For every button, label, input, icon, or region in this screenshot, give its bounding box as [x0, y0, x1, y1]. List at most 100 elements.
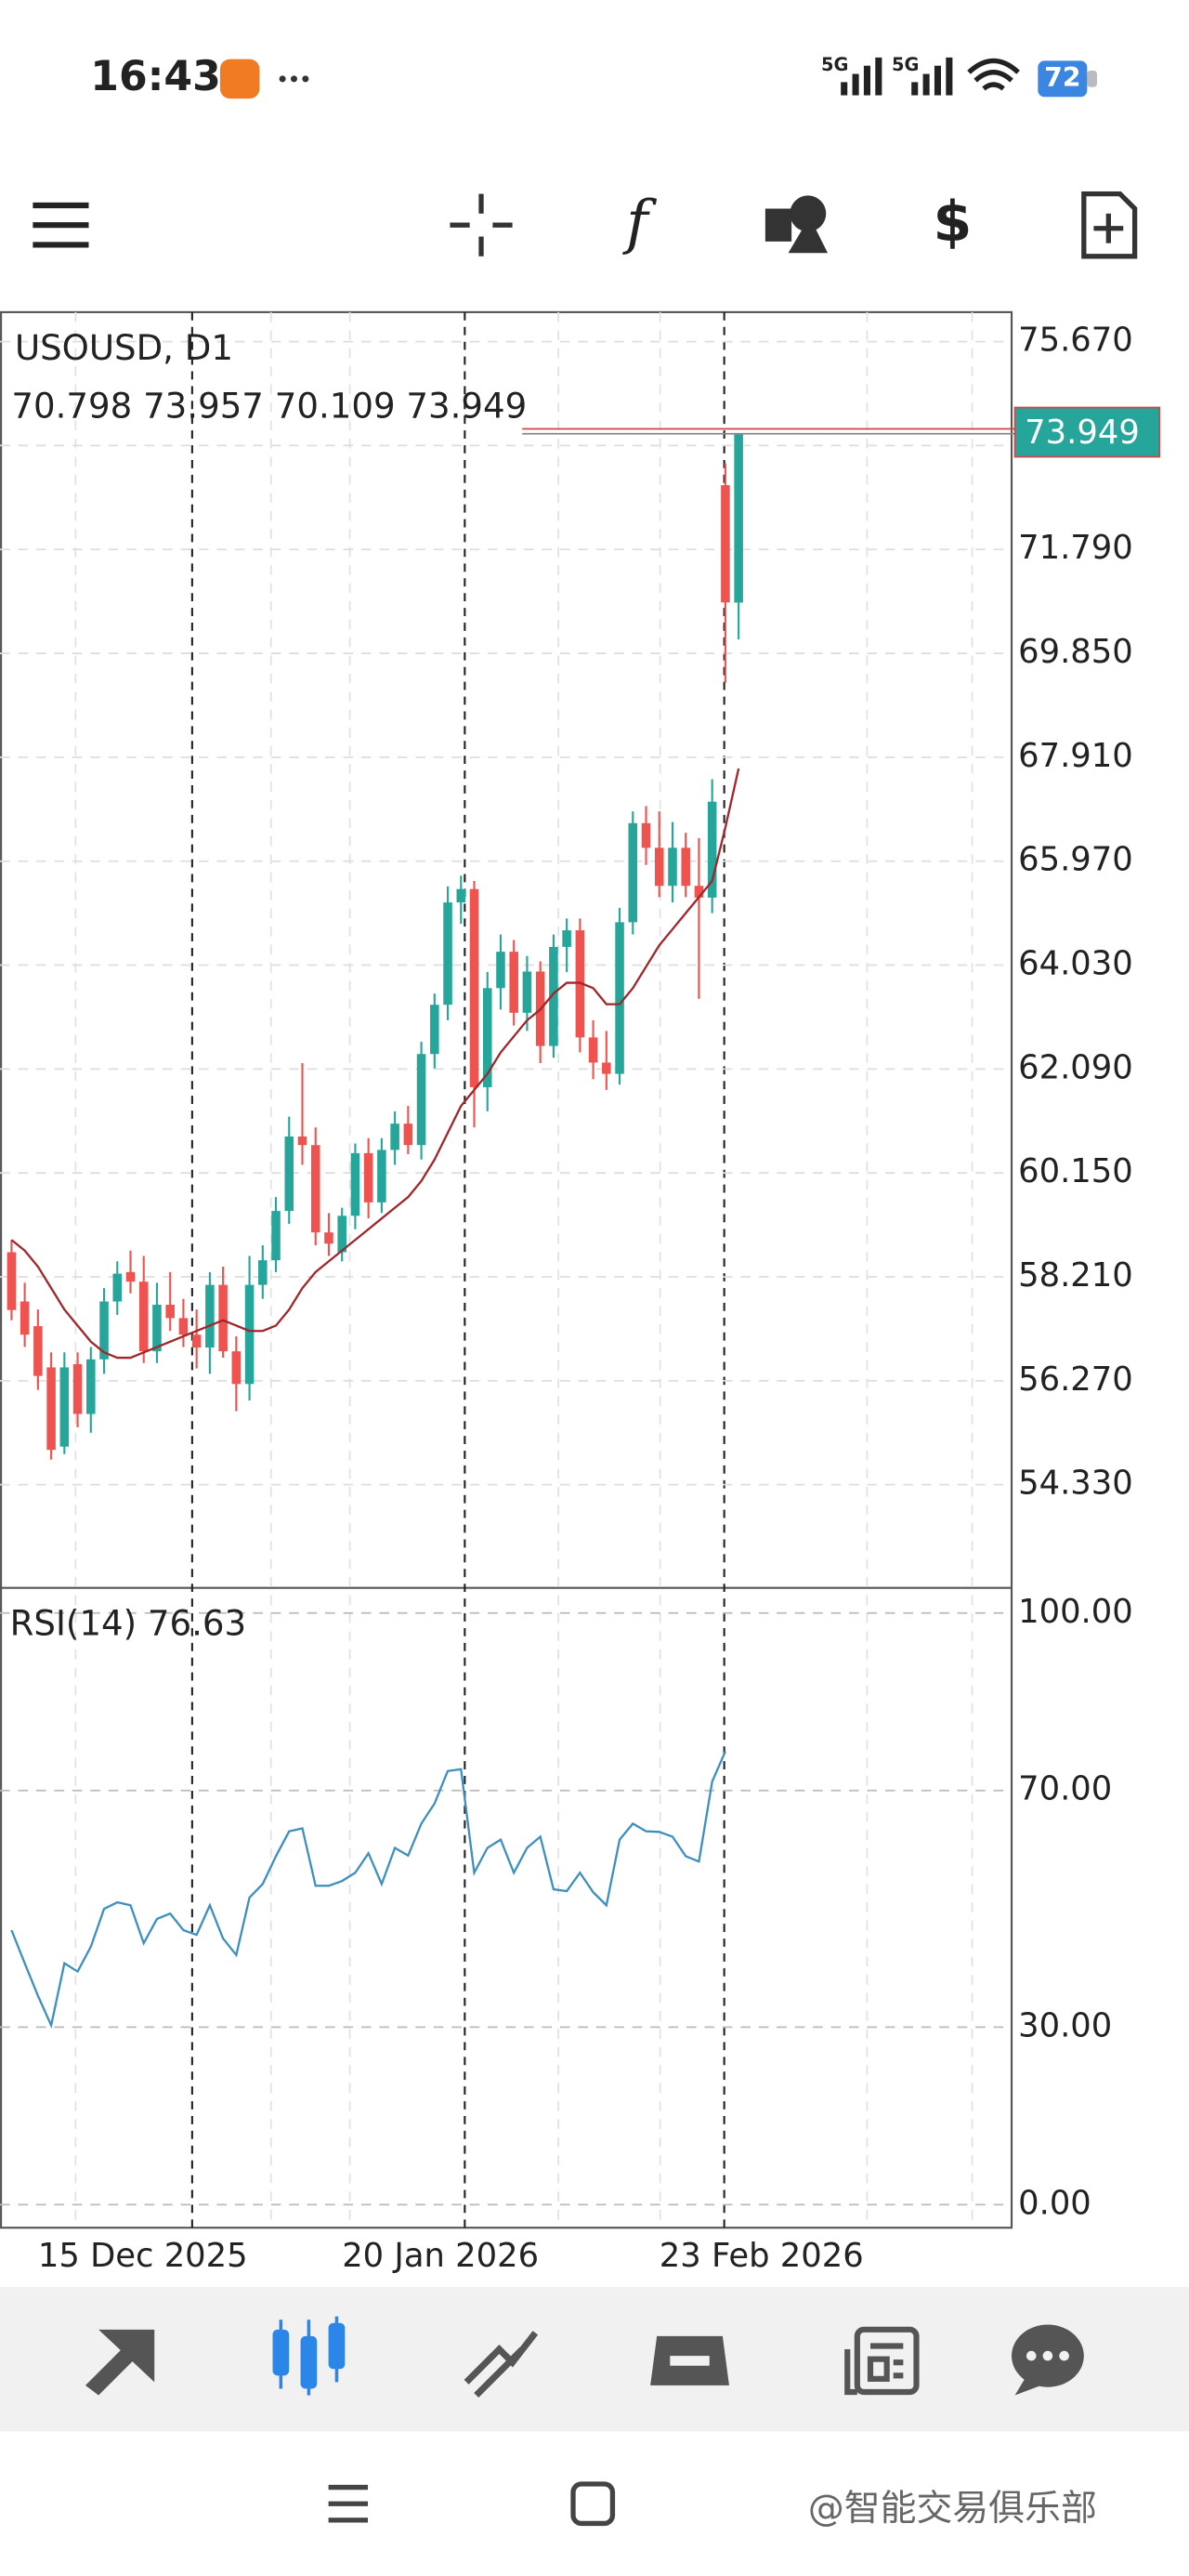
candle-body — [165, 1304, 175, 1319]
y-tick-label: 64.030 — [1018, 945, 1133, 983]
trade-tab[interactable] — [464, 2331, 539, 2399]
ohlc-high: 73.957 — [143, 386, 264, 426]
candle-body — [721, 485, 730, 603]
candle-body — [615, 922, 624, 1074]
vertical-grid — [74, 311, 973, 2228]
chat-tab[interactable] — [1012, 2324, 1084, 2396]
candle-body — [734, 433, 743, 603]
candle-body — [707, 801, 717, 898]
candle-body — [337, 1216, 346, 1253]
candle-body — [244, 1284, 255, 1385]
candle-body — [390, 1124, 399, 1150]
y-tick-label: 58.210 — [1018, 1256, 1133, 1295]
candle-body — [443, 902, 452, 1005]
dot — [290, 75, 298, 83]
signal — [911, 57, 953, 96]
candle-body — [602, 1062, 611, 1074]
y-tick-label: 56.270 — [1018, 1360, 1133, 1399]
candle-body — [416, 1054, 426, 1146]
y-tick-label: 69.850 — [1018, 633, 1133, 671]
candle-body — [482, 988, 492, 1087]
price-tag — [1013, 406, 1161, 458]
trade-button[interactable]: $ — [933, 190, 972, 255]
y-tick-label: 75.670 — [1018, 322, 1133, 360]
ohlc-low: 70.109 — [275, 386, 396, 426]
ohlc-header: 70.798 73.957 70.109 73.949 — [11, 386, 527, 426]
y-tick-label: 30.00 — [1018, 2006, 1112, 2044]
system-home[interactable] — [570, 2481, 616, 2527]
watermark: @智能交易俱乐部 — [808, 2488, 1097, 2530]
candle-body — [628, 822, 638, 923]
rsi-value: 76.63 — [148, 1603, 246, 1643]
crosshair-button[interactable] — [450, 193, 513, 256]
candle-body — [363, 1152, 373, 1203]
network: 5G — [821, 54, 848, 75]
plot: 75.67073.73071.79069.85067.91065.97064.0… — [0, 322, 1161, 2275]
candle-body — [654, 848, 664, 887]
moving-average — [10, 768, 740, 1360]
dot — [302, 75, 309, 83]
candle-body — [20, 1301, 30, 1335]
candle-body — [549, 946, 558, 1046]
candle-body — [522, 971, 532, 1013]
y-tick-label: 62.090 — [1018, 1048, 1133, 1086]
candle-body — [694, 886, 704, 898]
candle-body — [377, 1150, 386, 1203]
candle-body — [125, 1271, 136, 1282]
y-tick-label: 71.790 — [1018, 529, 1133, 567]
candle-body — [562, 930, 571, 947]
bottom-nav — [0, 2286, 1189, 2432]
y-tick-label: 54.330 — [1018, 1465, 1133, 1503]
x-tick-label: 15 Dec 2025 — [38, 2237, 248, 2275]
wifi — [967, 58, 1020, 91]
price-tag-label: 73.949 — [1025, 414, 1140, 452]
candle-body — [284, 1136, 294, 1212]
app-icon — [219, 59, 260, 99]
candle-body — [205, 1284, 215, 1348]
chart-frame — [0, 310, 1013, 2229]
system-menu[interactable] — [328, 2484, 369, 2523]
candle-body — [509, 952, 518, 1013]
candle-body — [496, 952, 505, 989]
candle-body — [152, 1304, 162, 1352]
candle-body — [681, 848, 690, 887]
x-tick-label: 23 Feb 2026 — [660, 2237, 864, 2275]
candle-body — [430, 1005, 439, 1055]
candle-body — [7, 1252, 17, 1310]
menu-button[interactable] — [33, 202, 89, 248]
candle-body — [588, 1037, 598, 1063]
candle-body — [33, 1326, 43, 1376]
battery-level: 72 — [1044, 62, 1080, 93]
news-tab[interactable] — [844, 2326, 920, 2396]
y-tick-label: 65.970 — [1018, 841, 1133, 879]
rsi-header: RSI(14) 76.63 — [10, 1603, 247, 1643]
candle-body — [46, 1367, 56, 1451]
candle-body — [99, 1301, 109, 1360]
candle-body — [86, 1359, 96, 1414]
chart-tab[interactable] — [272, 2316, 346, 2396]
y-tick-label: 0.00 — [1018, 2184, 1091, 2222]
candle-body — [258, 1260, 268, 1285]
candle-body — [72, 1363, 83, 1414]
new-order-button[interactable] — [1081, 191, 1138, 259]
objects-button[interactable] — [764, 195, 829, 254]
candle-body — [297, 1136, 307, 1146]
candle-body — [138, 1281, 149, 1352]
candle-body — [469, 888, 479, 1087]
quotes-tab[interactable] — [85, 2329, 155, 2396]
rsi-line — [10, 1751, 726, 2030]
rsi-title: RSI(14) — [10, 1603, 137, 1643]
candle-body — [310, 1145, 320, 1233]
candle-body — [271, 1211, 281, 1261]
candle-body — [350, 1152, 360, 1216]
y-tick-label: 70.00 — [1018, 1770, 1112, 1808]
chart-title: USOUSD, D1 — [15, 328, 233, 368]
candle-body — [324, 1232, 333, 1244]
candle-body — [191, 1334, 202, 1348]
y-tick-label: 100.00 — [1018, 1593, 1133, 1631]
ohlc-open: 70.798 — [11, 386, 132, 426]
clock: 16:43 — [90, 53, 221, 100]
history-tab[interactable] — [650, 2335, 729, 2385]
y-tick-label: 60.150 — [1018, 1152, 1133, 1190]
